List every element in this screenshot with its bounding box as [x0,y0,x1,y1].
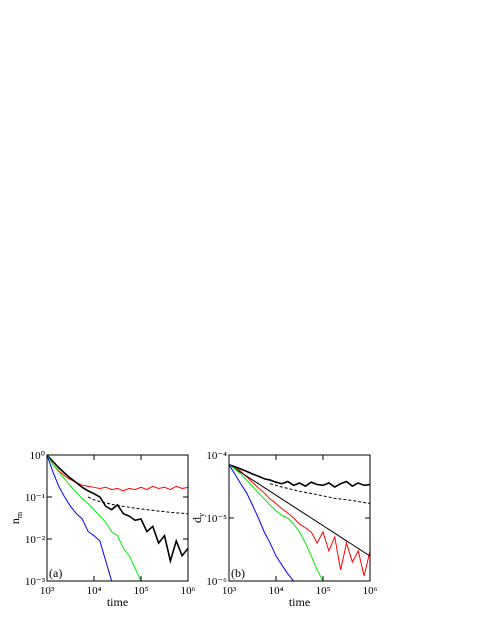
series-line [47,455,188,565]
plot-frame [228,454,371,582]
plot-frame [46,454,189,582]
y-axis-label-subscript: m [15,511,24,518]
y-tick-label: 10⁻⁵ [206,513,227,525]
panel-label: (a) [49,566,62,580]
series-line [47,455,188,492]
x-axis-label: time [289,595,310,609]
x-tick-label: 10⁵ [134,585,149,597]
x-tick-label: 10³ [222,585,237,597]
series-line [229,464,324,581]
series-line [229,464,370,488]
panel: 10³ 10⁴ 10⁵ 10⁶ 10⁻⁶ 10⁻⁵ 10⁻⁴ time dy (b) [190,450,378,609]
y-tick-label: 10⁻⁶ [206,576,227,588]
y-tick-label: 10⁻⁴ [206,450,227,462]
series-line [229,464,295,581]
series-line [47,455,113,581]
series-line [87,496,188,515]
y-tick-label: 10⁰ [30,450,46,462]
x-tick-label: 10⁶ [181,585,196,597]
series-line [229,464,370,577]
series-line [269,483,370,504]
x-tick-label: 10³ [40,585,55,597]
y-axis-label: dy [190,513,206,523]
x-axis-label: time [107,595,128,609]
y-tick-label: 10⁻¹ [25,492,45,504]
x-tick-label: 10⁵ [316,585,331,597]
series-line [229,464,370,557]
x-tick-label: 10⁴ [87,585,102,597]
y-tick-label: 10⁻³ [25,576,46,588]
x-tick-label: 10⁶ [363,585,378,597]
y-axis-label-subscript: y [197,513,206,517]
y-axis-label-base: d [190,517,204,523]
y-axis-label-base: n [8,518,22,524]
panel: 10³ 10⁴ 10⁵ 10⁶ 10⁻³ 10⁻² 10⁻¹ 10⁰ time nm (a) [8,450,196,609]
x-tick-label: 10⁴ [269,585,284,597]
y-tick-label: 10⁻² [25,534,46,546]
y-axis-label: nm [8,511,24,524]
series-line [47,455,142,581]
panel-label: (b) [231,566,245,580]
